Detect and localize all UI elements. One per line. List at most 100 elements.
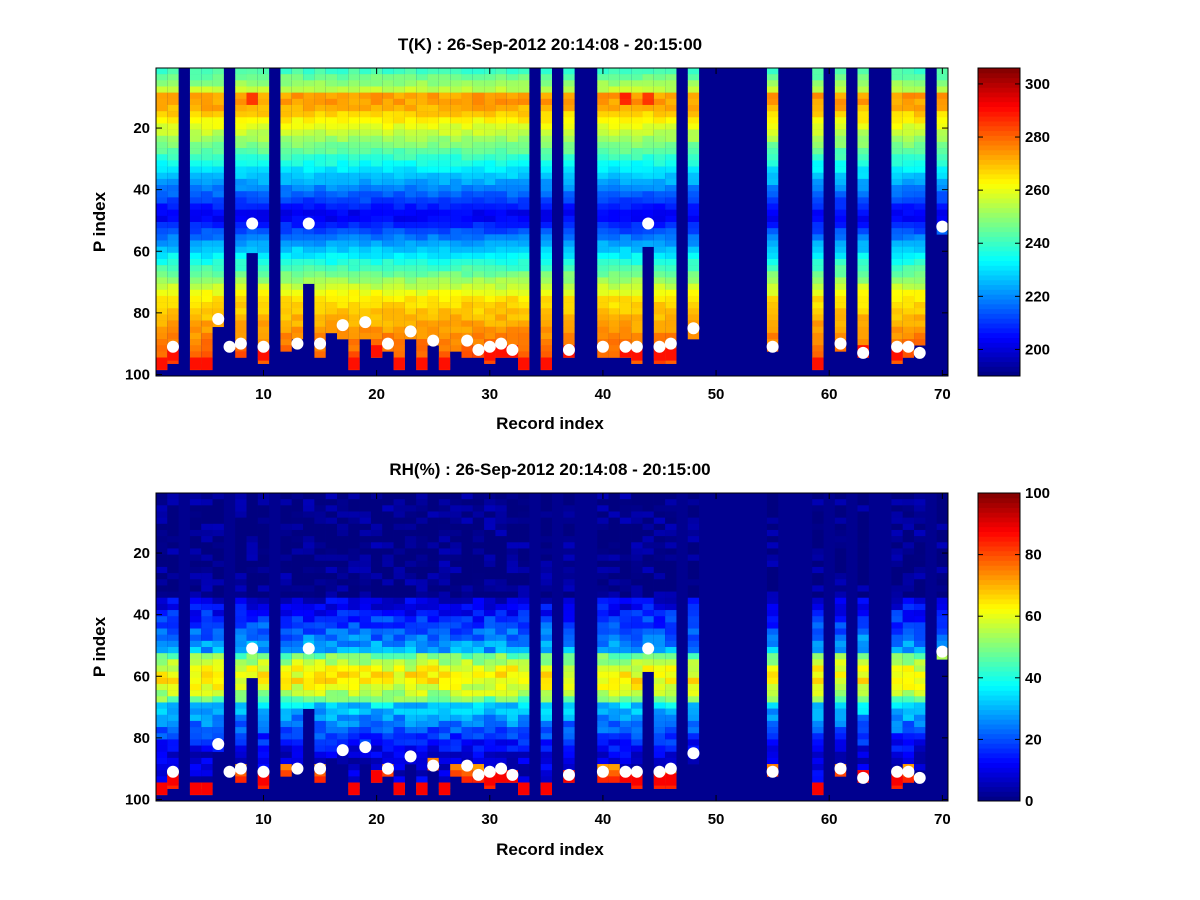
marker-point (913, 346, 926, 359)
heatmap-cell (518, 696, 530, 703)
heatmap-cell (766, 92, 779, 100)
heatmap-cell (461, 148, 473, 155)
marker-point (359, 316, 372, 329)
heatmap-cell (450, 277, 462, 284)
heatmap-cell (404, 215, 417, 223)
heatmap-cell (156, 745, 168, 753)
heatmap-cell (653, 203, 666, 210)
heatmap-cell (257, 283, 270, 291)
heatmap-cell (484, 258, 496, 266)
heatmap-cell (484, 671, 496, 679)
heatmap-cell (834, 511, 847, 518)
heatmap-cell (812, 308, 824, 315)
heatmap-cell (484, 178, 496, 186)
heatmap-cell (766, 603, 779, 611)
heatmap-cell (212, 554, 224, 562)
heatmap-cell (325, 222, 338, 229)
heatmap-cell (257, 782, 270, 789)
heatmap-cell (518, 228, 530, 235)
heatmap-cell (393, 123, 405, 130)
heatmap-cell (382, 228, 394, 235)
heatmap-cell (902, 209, 915, 217)
heatmap-cell (201, 308, 213, 315)
heatmap-cell (438, 332, 451, 340)
heatmap-cell (291, 628, 304, 635)
heatmap-cell (812, 536, 824, 543)
heatmap-cell (156, 234, 168, 241)
heatmap-cell (280, 104, 292, 112)
heatmap-cell (382, 720, 394, 728)
heatmap-cell (450, 511, 462, 518)
heatmap-cell (902, 289, 915, 297)
heatmap-cell (665, 659, 677, 666)
heatmap-cell (461, 610, 473, 617)
heatmap-cell (665, 782, 677, 789)
heatmap-cell (167, 548, 179, 555)
heatmap-cell (212, 203, 224, 210)
heatmap-cell (653, 733, 666, 740)
colorbar-segment (978, 632, 1020, 638)
heatmap-cell (156, 277, 168, 284)
heatmap-cell (914, 111, 926, 118)
heatmap-cell (540, 74, 552, 81)
heatmap-cell (246, 566, 258, 574)
heatmap-cell (370, 640, 383, 648)
heatmap-cell (291, 74, 304, 81)
heatmap-cell (359, 332, 371, 340)
heatmap-cell (235, 117, 247, 124)
heatmap-cell (438, 166, 451, 174)
heatmap-cell (642, 197, 654, 204)
heatmap-cell (246, 597, 258, 605)
heatmap-cell (766, 258, 779, 266)
heatmap-cell (642, 240, 654, 247)
heatmap-cell (857, 764, 869, 771)
heatmap-cell (653, 591, 666, 599)
heatmap-cell (631, 622, 643, 629)
colorbar-segment (978, 149, 1020, 156)
heatmap-cell (280, 554, 292, 562)
heatmap-cell (902, 351, 915, 358)
heatmap-cell (337, 529, 349, 537)
heatmap-cell (314, 702, 326, 709)
heatmap-cell (416, 98, 428, 106)
heatmap-cell (246, 634, 258, 642)
heatmap-cell (518, 733, 530, 740)
heatmap-cell (484, 234, 496, 241)
heatmap-cell (834, 271, 847, 278)
heatmap-cell (631, 185, 643, 192)
heatmap-cell (914, 104, 926, 112)
heatmap-cell (246, 499, 258, 506)
heatmap-cell (766, 117, 779, 124)
heatmap-cell (156, 733, 168, 740)
heatmap-cell (303, 683, 315, 691)
heatmap-cell (484, 117, 496, 124)
heatmap-cell (495, 246, 507, 254)
heatmap-cell (484, 585, 496, 592)
heatmap-cell (382, 123, 394, 130)
colorbar-segment (978, 608, 1020, 614)
heatmap-cell (235, 178, 247, 186)
heatmap-cell (495, 271, 507, 278)
heatmap-cell (665, 505, 677, 512)
heatmap-cell (766, 653, 779, 660)
heatmap-cell (427, 579, 439, 586)
heatmap-cell (540, 166, 552, 174)
heatmap-cell (902, 314, 915, 321)
heatmap-cell (280, 289, 292, 297)
heatmap-cell (212, 154, 224, 161)
heatmap-cell (393, 745, 405, 753)
heatmap-cell (608, 222, 620, 229)
heatmap-cell (393, 326, 405, 334)
heatmap-cell (563, 111, 575, 118)
heatmap-cell (438, 554, 451, 562)
heatmap-cell (257, 111, 270, 118)
heatmap-cell (438, 129, 451, 137)
heatmap-cell (834, 117, 847, 124)
heatmap-cell (766, 191, 779, 198)
heatmap-cell (563, 683, 575, 691)
heatmap-cell (914, 154, 926, 161)
heatmap-cell (416, 536, 428, 543)
heatmap-cell (438, 782, 451, 795)
heatmap-cell (427, 68, 439, 75)
heatmap-cell (167, 616, 179, 623)
